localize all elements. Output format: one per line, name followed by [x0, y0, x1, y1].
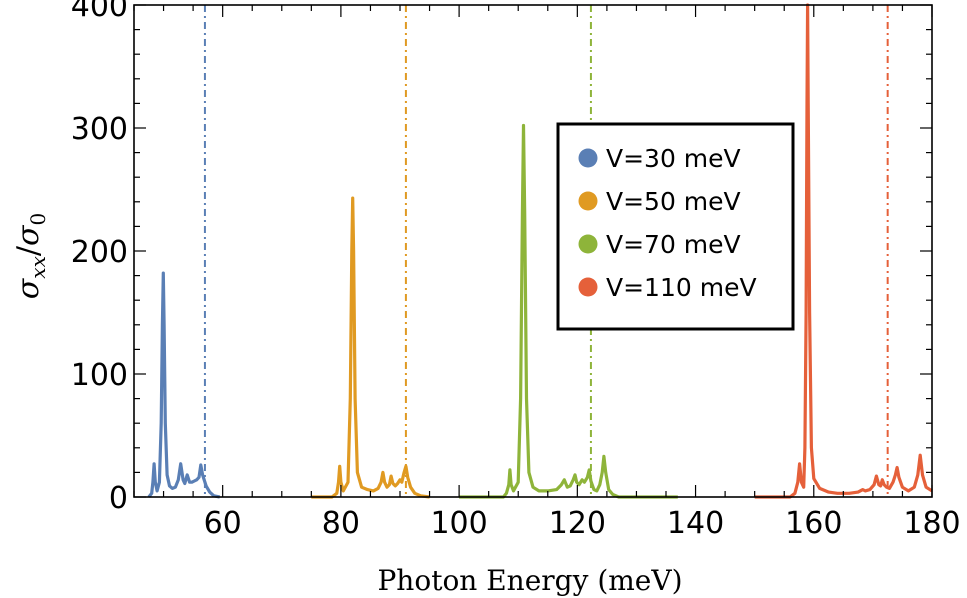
x-tick-label: 180: [903, 506, 960, 541]
legend-label-4: V=110 meV: [606, 273, 757, 302]
x-tick-label: 100: [430, 506, 487, 541]
y-axis-title-slash: /: [11, 245, 46, 256]
y-axis-title-sub-num: xx: [26, 256, 50, 279]
y-axis-title-sub-den: 0: [26, 213, 50, 226]
series-line-4: [754, 3, 933, 499]
y-tick-label: 200: [71, 235, 128, 270]
plot-area: [147, 3, 933, 499]
legend-label-1: V=30 meV: [606, 144, 741, 173]
x-axis-title: Photon Energy (meV): [377, 564, 682, 597]
legend-marker-3: [578, 234, 598, 254]
x-tick-label: 80: [322, 506, 360, 541]
y-tick-label: 100: [71, 358, 128, 393]
y-axis-title-sigma-num: σ: [11, 277, 46, 299]
y-tick-label: 0: [109, 481, 128, 516]
legend: V=30 meV V=50 meV V=70 meV V=110 meV: [556, 122, 795, 331]
y-axis-title: σxx/σ0: [11, 213, 50, 299]
series-line-1: [147, 271, 221, 499]
y-tick-label: 400: [71, 0, 128, 24]
legend-marker-4: [578, 277, 598, 297]
series-line-3: [459, 123, 678, 499]
x-tick-label: 60: [204, 506, 242, 541]
x-tick-label: 160: [785, 506, 842, 541]
legend-label-2: V=50 meV: [606, 187, 741, 216]
legend-label-3: V=70 meV: [606, 230, 741, 259]
axes: 60 80 100 120 140 160 180 0 100 200 300 400: [71, 0, 961, 541]
x-tick-label: 140: [667, 506, 724, 541]
y-axis-title-sigma-den: σ: [11, 224, 46, 246]
legend-marker-1: [578, 148, 598, 168]
series-line-2: [311, 196, 430, 499]
legend-marker-2: [578, 191, 598, 211]
x-tick-label: 120: [549, 506, 606, 541]
y-tick-label: 300: [71, 112, 128, 147]
